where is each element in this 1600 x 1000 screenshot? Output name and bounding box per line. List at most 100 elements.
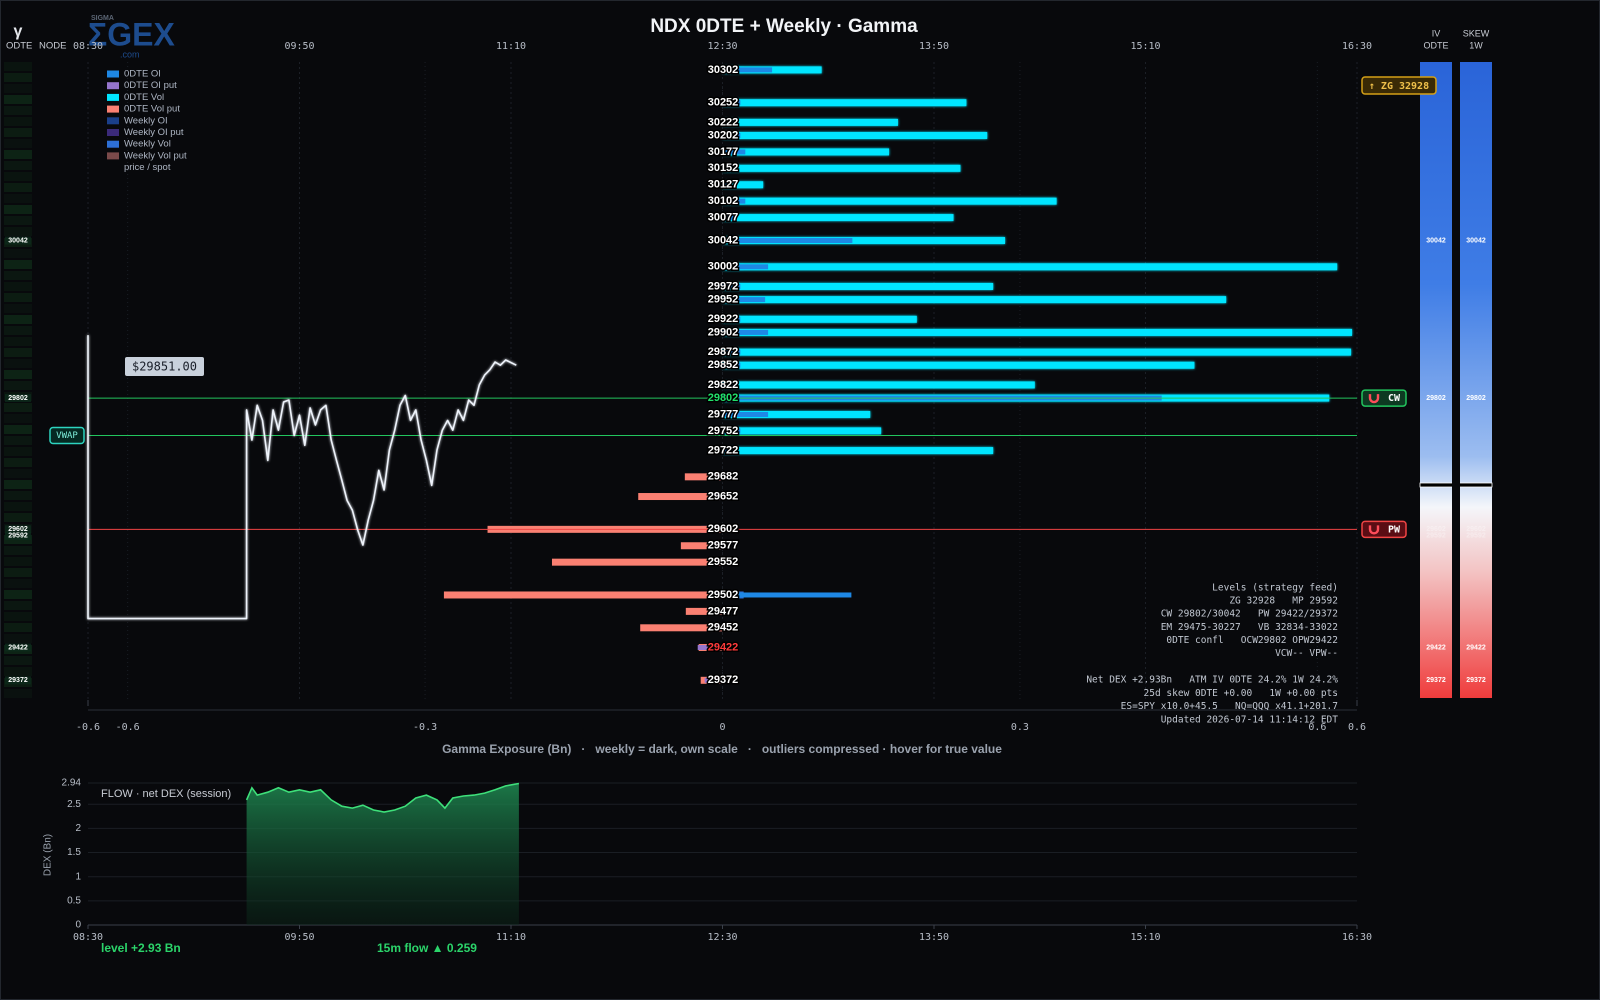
bar — [710, 625, 723, 631]
strike-label: 30202 — [708, 129, 739, 141]
x-tick-label: 09:50 — [284, 41, 314, 52]
bar — [722, 381, 1035, 389]
x-tick-label: 15:10 — [1130, 41, 1160, 52]
node-cell — [4, 95, 32, 104]
legend-label: 0DTE Vol — [124, 92, 164, 103]
node-label: 29372 — [8, 677, 28, 684]
strike-label: 29502 — [708, 589, 739, 601]
strike-label: 30302 — [708, 64, 739, 76]
node-cell — [4, 579, 32, 588]
strike-label: 30222 — [708, 116, 739, 128]
strike-label: 29902 — [708, 326, 739, 338]
stats-line: Updated 2026-07-14 11:14:12 EDT — [1161, 714, 1339, 725]
node-cell — [4, 227, 32, 236]
bar — [722, 447, 994, 455]
bar — [722, 165, 736, 171]
bar — [680, 542, 723, 550]
strike-label: 29922 — [708, 313, 739, 325]
node-cell — [4, 348, 32, 357]
strike-label: 29602 — [708, 523, 739, 535]
bar — [714, 494, 723, 500]
node-cell — [4, 458, 32, 467]
bar — [722, 427, 882, 435]
price-label: $29851.00 — [132, 360, 197, 374]
node-cell — [4, 172, 32, 181]
bar — [722, 328, 1353, 336]
flow-y-label: DEX (Bn) — [43, 834, 54, 876]
node-cell — [4, 612, 32, 621]
flow-area — [246, 783, 519, 925]
node-cell — [4, 260, 32, 269]
level-tag-box — [49, 426, 85, 445]
node-cell — [4, 62, 32, 71]
node-cell — [4, 601, 32, 610]
x-tick-label: 16:30 — [1342, 932, 1372, 943]
legend-swatch — [107, 129, 119, 136]
price-line — [87, 335, 517, 620]
zg-tag: ↑ ZG 32928 — [1369, 81, 1429, 92]
grid-layer — [4, 62, 1358, 929]
x-tick-label: 15:10 — [1130, 932, 1160, 943]
feed-line: 0DTE confl OCW29802 OPW29422 — [1166, 635, 1338, 646]
bar — [714, 592, 723, 598]
bar — [722, 559, 728, 565]
node-cell — [4, 161, 32, 170]
strike-label: 29477 — [708, 605, 739, 617]
x-tick-label: 12:30 — [707, 932, 737, 943]
bar — [722, 119, 736, 125]
strike-label: 29822 — [708, 379, 739, 391]
node-label: 29592 — [8, 533, 28, 540]
strike-label: 30177 — [708, 146, 739, 158]
node-cell — [4, 326, 32, 335]
feed-line: Levels (strategy feed) — [1212, 583, 1338, 594]
bar — [712, 608, 723, 614]
strike-label: 30152 — [708, 162, 739, 174]
bar — [722, 214, 954, 222]
legend-label: price / spot — [124, 162, 171, 173]
node-label-box — [5, 531, 31, 540]
iv-label: 29602 — [1466, 526, 1486, 533]
bar — [684, 473, 723, 481]
node-cell — [4, 73, 32, 82]
bar — [722, 329, 769, 335]
bar — [722, 361, 1195, 369]
bar — [722, 182, 731, 188]
bar — [722, 215, 736, 221]
bar — [722, 283, 741, 289]
node-cell — [4, 667, 32, 676]
node-cell — [4, 194, 32, 203]
node-cell — [4, 370, 32, 379]
bar — [722, 148, 890, 156]
legend-swatch — [107, 152, 119, 160]
node-cell — [4, 150, 32, 159]
column-label: NODE — [39, 41, 66, 52]
feed-line: ZG 32928 MP 29592 — [1229, 596, 1338, 607]
node-cell — [4, 414, 32, 423]
bar — [722, 411, 769, 417]
legend-label: 0DTE OI — [124, 69, 161, 80]
legend-swatch — [107, 140, 119, 148]
strike-label: 30102 — [708, 195, 739, 207]
bar — [722, 362, 741, 368]
node-cell — [4, 249, 32, 258]
bar — [443, 591, 723, 599]
bar — [717, 474, 723, 480]
node-label: 29602 — [8, 526, 28, 533]
strike-label: 29682 — [708, 471, 739, 483]
node-label-box — [5, 643, 31, 652]
x-tick-label: 0.3 — [1011, 722, 1029, 733]
strike-label: 29972 — [708, 280, 739, 292]
node-cell — [4, 381, 32, 390]
flow-line — [245, 782, 520, 813]
iv-header: ODTE — [1423, 40, 1448, 50]
node-cell — [4, 183, 32, 192]
bar — [722, 237, 1006, 245]
bar — [722, 282, 994, 290]
iv-label: 29802 — [1426, 395, 1446, 402]
strike-label: 30127 — [708, 179, 739, 191]
strike-label: 29722 — [708, 444, 739, 456]
node-cell — [4, 403, 32, 412]
column-label: ODTE — [6, 41, 32, 52]
x-tick-label: 0.6 — [1308, 722, 1326, 733]
bar — [722, 296, 1227, 304]
